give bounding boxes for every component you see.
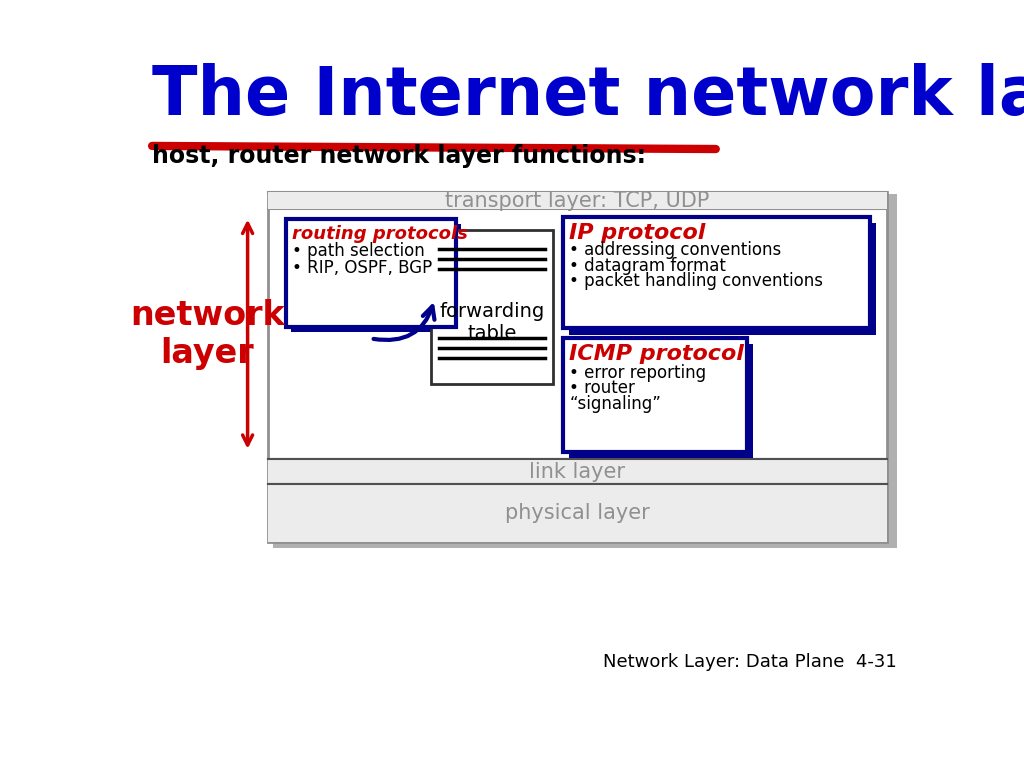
Text: forwarding
table: forwarding table [439,301,545,343]
Text: • RIP, OSPF, BGP: • RIP, OSPF, BGP [292,259,432,277]
FancyBboxPatch shape [569,344,753,458]
Text: physical layer: physical layer [505,503,649,523]
FancyBboxPatch shape [267,193,888,209]
Text: IP protocol: IP protocol [569,223,706,243]
Text: ICMP protocol: ICMP protocol [569,344,744,364]
Text: transport layer: TCP, UDP: transport layer: TCP, UDP [445,191,710,211]
FancyBboxPatch shape [286,219,456,327]
FancyBboxPatch shape [563,337,746,452]
FancyBboxPatch shape [431,230,553,384]
Text: • path selection: • path selection [292,242,425,260]
Text: • addressing conventions: • addressing conventions [569,242,781,259]
Text: The Internet network layer: The Internet network layer [153,63,1024,130]
Text: network
layer: network layer [130,299,285,370]
Text: • datagram format: • datagram format [569,257,726,275]
Text: routing protocols: routing protocols [292,225,468,243]
Text: • packet handling conventions: • packet handling conventions [569,272,823,290]
FancyBboxPatch shape [267,193,888,542]
FancyBboxPatch shape [267,484,888,542]
FancyBboxPatch shape [267,459,888,484]
Text: link layer: link layer [529,462,626,482]
Text: “signaling”: “signaling” [569,395,662,413]
Text: • router: • router [569,379,635,397]
Text: host, router network layer functions:: host, router network layer functions: [153,144,646,168]
FancyBboxPatch shape [292,225,461,332]
FancyBboxPatch shape [563,217,869,328]
Text: Network Layer: Data Plane  4-31: Network Layer: Data Plane 4-31 [603,653,897,671]
FancyBboxPatch shape [569,223,876,334]
FancyBboxPatch shape [273,194,897,548]
Text: • error reporting: • error reporting [569,364,707,382]
